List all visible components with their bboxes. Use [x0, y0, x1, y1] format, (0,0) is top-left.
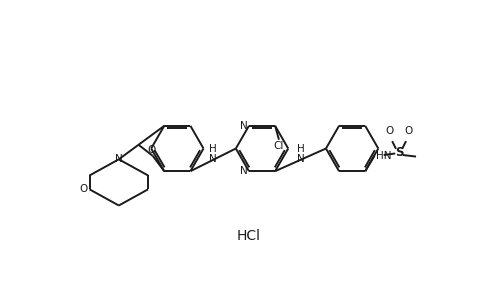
Text: HN: HN — [376, 151, 392, 161]
Text: Cl: Cl — [274, 141, 284, 151]
Text: N: N — [115, 154, 123, 164]
Text: N: N — [240, 121, 248, 131]
Text: HCl: HCl — [236, 229, 260, 243]
Text: S: S — [395, 146, 404, 159]
Text: O: O — [79, 184, 87, 194]
Text: N: N — [297, 154, 304, 164]
Text: O: O — [386, 126, 394, 136]
Text: N: N — [209, 154, 217, 164]
Text: O: O — [148, 145, 156, 155]
Text: N: N — [240, 166, 248, 176]
Text: O: O — [404, 126, 413, 136]
Text: H: H — [209, 144, 217, 154]
Text: H: H — [297, 144, 304, 154]
